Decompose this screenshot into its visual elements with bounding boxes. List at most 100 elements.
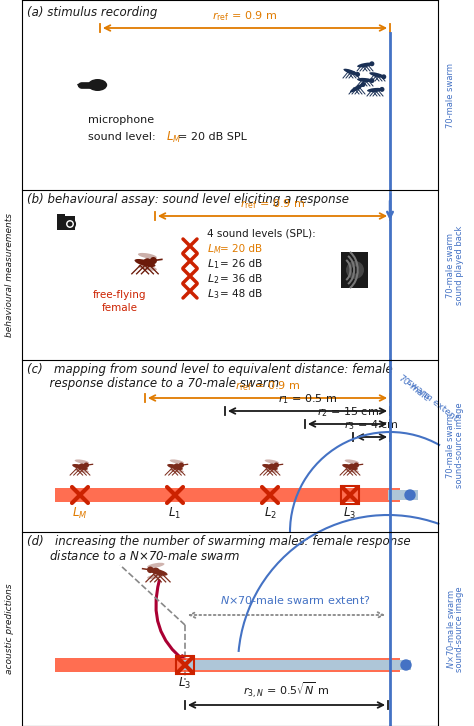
Bar <box>341 252 368 288</box>
Text: $L_M$: $L_M$ <box>166 129 182 144</box>
Text: (b) behavioural assay: sound level eliciting a response: (b) behavioural assay: sound level elici… <box>27 193 349 206</box>
Bar <box>183 660 411 670</box>
Text: female: female <box>102 303 138 313</box>
Circle shape <box>147 566 154 573</box>
Bar <box>55 488 400 502</box>
Circle shape <box>83 462 89 468</box>
Text: $r_\mathrm{ref}$ = 0.9 m: $r_\mathrm{ref}$ = 0.9 m <box>240 197 305 211</box>
Bar <box>57 214 65 219</box>
Text: sound level:: sound level: <box>88 132 159 142</box>
Ellipse shape <box>170 460 184 464</box>
Circle shape <box>381 74 386 79</box>
Text: = 20 dB SPL: = 20 dB SPL <box>178 132 247 142</box>
Ellipse shape <box>173 463 180 469</box>
Ellipse shape <box>357 78 373 82</box>
Ellipse shape <box>369 72 385 78</box>
Ellipse shape <box>135 259 155 267</box>
Text: acoustic predictions: acoustic predictions <box>6 584 15 674</box>
Ellipse shape <box>170 468 184 473</box>
Ellipse shape <box>148 568 168 576</box>
Text: $L_M$: $L_M$ <box>72 505 88 521</box>
Text: (a) stimulus recording: (a) stimulus recording <box>27 6 157 19</box>
Ellipse shape <box>350 83 364 92</box>
Text: $L_3$: $L_3$ <box>207 287 219 301</box>
Text: $L_M$: $L_M$ <box>207 242 222 256</box>
Text: 70-male: 70-male <box>396 373 431 403</box>
Bar <box>57 216 75 230</box>
Circle shape <box>369 78 374 83</box>
Circle shape <box>380 87 384 92</box>
Text: response distance to a 70-male swarm: response distance to a 70-male swarm <box>27 377 279 390</box>
Ellipse shape <box>357 62 373 68</box>
Ellipse shape <box>147 574 164 579</box>
Ellipse shape <box>345 468 359 473</box>
Circle shape <box>150 257 157 264</box>
Text: = 48 dB: = 48 dB <box>220 289 262 299</box>
Ellipse shape <box>152 568 160 574</box>
Ellipse shape <box>88 79 107 91</box>
Ellipse shape <box>167 464 183 470</box>
Text: $r_{3,N}$ = 0.5$\sqrt{N}$ m: $r_{3,N}$ = 0.5$\sqrt{N}$ m <box>243 680 330 700</box>
Ellipse shape <box>264 460 279 464</box>
Bar <box>176 656 194 674</box>
Ellipse shape <box>138 253 157 258</box>
Circle shape <box>346 261 364 279</box>
Bar <box>388 490 418 500</box>
Text: $r_2$ = 15 cm: $r_2$ = 15 cm <box>317 405 379 419</box>
Text: distance to a $N$$\times$70-male swarm: distance to a $N$$\times$70-male swarm <box>27 549 240 563</box>
Circle shape <box>355 72 360 77</box>
Text: swarm extent: swarm extent <box>405 378 460 423</box>
Ellipse shape <box>262 464 278 470</box>
Text: 70-male swarm: 70-male swarm <box>447 412 456 478</box>
Text: $L_1$: $L_1$ <box>168 505 182 521</box>
Text: $r_\mathrm{ref}$ = 0.9 m: $r_\mathrm{ref}$ = 0.9 m <box>235 379 300 393</box>
Ellipse shape <box>75 468 89 473</box>
Text: $L_2$: $L_2$ <box>207 272 219 286</box>
Text: = 36 dB: = 36 dB <box>220 274 262 284</box>
Text: microphone: microphone <box>88 115 154 125</box>
Text: $r_1$ = 0.5 m: $r_1$ = 0.5 m <box>278 392 337 406</box>
Text: 4 sound levels (SPL):: 4 sound levels (SPL): <box>207 229 316 239</box>
Bar <box>55 658 400 672</box>
Text: sound-source image: sound-source image <box>456 402 465 488</box>
Ellipse shape <box>349 463 355 469</box>
Ellipse shape <box>269 463 275 469</box>
Ellipse shape <box>79 463 85 469</box>
Text: free-flying: free-flying <box>93 290 147 300</box>
Circle shape <box>273 462 279 468</box>
Text: behavioural measurements: behavioural measurements <box>6 213 15 337</box>
Text: $L_1$: $L_1$ <box>207 257 219 271</box>
Text: sound-source image: sound-source image <box>456 586 465 672</box>
Circle shape <box>351 266 359 274</box>
Bar <box>341 486 359 504</box>
Text: sound played back: sound played back <box>456 225 465 305</box>
Circle shape <box>361 82 365 87</box>
Circle shape <box>405 490 415 500</box>
Ellipse shape <box>345 460 359 464</box>
Circle shape <box>401 660 411 670</box>
Ellipse shape <box>72 464 88 470</box>
Ellipse shape <box>143 258 152 266</box>
Ellipse shape <box>75 460 89 464</box>
Text: $N$$\times$70-male swarm: $N$$\times$70-male swarm <box>446 590 456 669</box>
Text: (c)   mapping from sound level to equivalent distance: female: (c) mapping from sound level to equivale… <box>27 363 393 376</box>
Ellipse shape <box>344 69 358 76</box>
Text: $L_3$: $L_3$ <box>344 505 356 521</box>
Ellipse shape <box>367 88 383 92</box>
Text: 70-male swarm: 70-male swarm <box>447 232 456 298</box>
Circle shape <box>369 61 374 66</box>
Ellipse shape <box>147 563 164 568</box>
Text: $r_3$ = 4 cm: $r_3$ = 4 cm <box>344 418 399 432</box>
Ellipse shape <box>138 265 157 271</box>
Text: $r_\mathrm{ref}$ = 0.9 m: $r_\mathrm{ref}$ = 0.9 m <box>212 9 278 23</box>
Text: = 26 dB: = 26 dB <box>220 259 262 269</box>
Circle shape <box>179 462 184 468</box>
Text: $L_3$: $L_3$ <box>179 675 191 690</box>
Text: (d)   increasing the number of swarming males: female response: (d) increasing the number of swarming ma… <box>27 535 410 548</box>
Text: $L_2$: $L_2$ <box>264 505 276 521</box>
Text: 70-male swarm: 70-male swarm <box>447 62 456 128</box>
Circle shape <box>67 221 73 227</box>
Ellipse shape <box>264 468 279 473</box>
Text: $N$$\times$70-male swarm extent?: $N$$\times$70-male swarm extent? <box>220 594 370 606</box>
Circle shape <box>65 219 75 229</box>
